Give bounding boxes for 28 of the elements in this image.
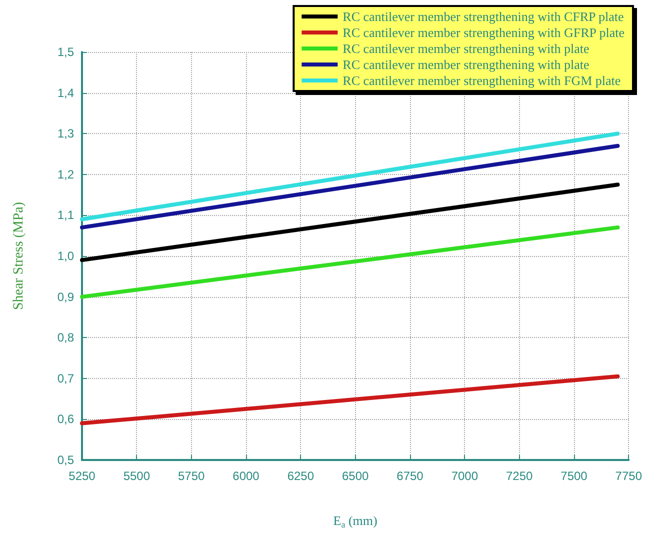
legend-label: RC cantilever member strengthening with GFRP plate (342, 25, 625, 40)
x-tick-label: 7500 (560, 469, 588, 483)
legend-label: RC cantilever member strengthening with CFRP plate (342, 9, 624, 24)
y-tick-label: 0,7 (57, 371, 74, 386)
y-tick-label: 1,3 (57, 126, 74, 141)
y-tick-label: 1,2 (57, 167, 74, 182)
legend-label: RC cantilever member strengthening with plate (342, 57, 590, 72)
y-tick-label: 1,1 (57, 208, 74, 222)
y-tick-label: 0,9 (57, 290, 74, 304)
x-tick-label: 5500 (123, 469, 150, 483)
y-tick-label: 0,8 (57, 330, 74, 345)
x-tick-label: 7250 (506, 469, 533, 483)
x-tick-label: 7750 (615, 469, 642, 483)
legend-label: RC cantilever member strengthening with plate (342, 41, 590, 56)
x-tick-label: 7000 (451, 469, 478, 483)
y-tick-label: 1,4 (57, 86, 74, 100)
x-tick-label: 6250 (287, 469, 314, 483)
y-tick-label: 0,6 (57, 412, 74, 426)
y-tick-label: 1,5 (57, 45, 74, 59)
y-axis-title: Shear Stress (MPa) (12, 202, 26, 310)
x-tick-label: 6000 (232, 469, 260, 483)
x-tick-label: 5750 (178, 469, 205, 483)
y-tick-label: 1,0 (57, 249, 74, 263)
x-tick-label: 5250 (68, 469, 96, 483)
legend-label: RC cantilever member strengthening with FGM plate (342, 73, 621, 88)
y-tick-label: 0,5 (57, 453, 74, 467)
x-tick-label: 6750 (396, 469, 424, 483)
x-tick-label: 6500 (342, 469, 369, 483)
